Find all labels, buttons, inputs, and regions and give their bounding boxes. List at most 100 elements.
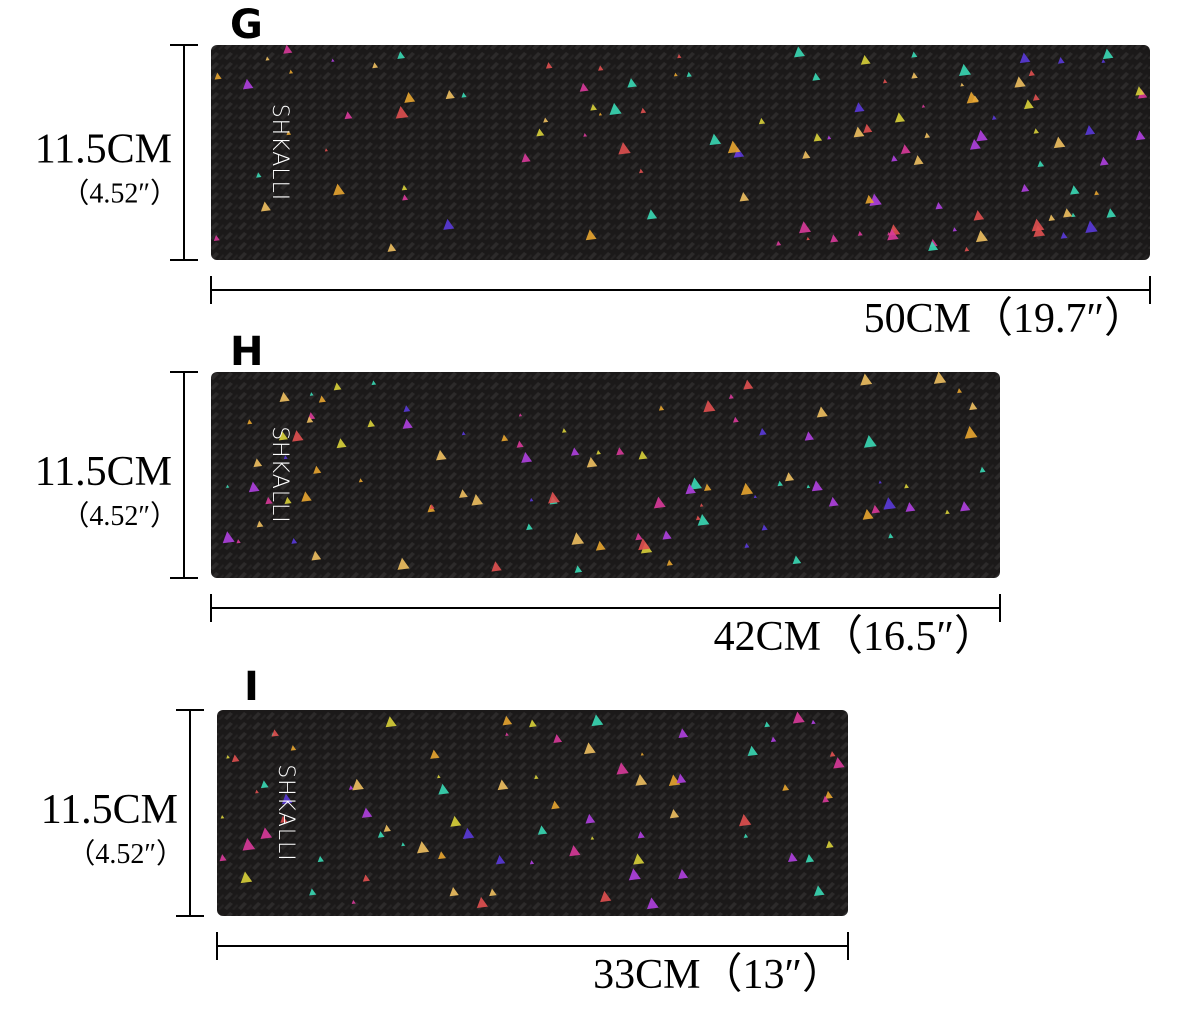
product-item: I SHKALLI 11.5CM （4.52″） 33CM（13″）	[41, 664, 849, 998]
glitter-flake	[545, 62, 553, 69]
glitter-flake	[395, 105, 409, 119]
glitter-flake	[770, 736, 777, 743]
glitter-flake	[1014, 76, 1026, 88]
glitter-flake	[260, 201, 271, 212]
glitter-flake	[653, 496, 666, 509]
glitter-flake	[283, 44, 293, 54]
glitter-flake	[793, 46, 805, 58]
glitter-flake	[792, 711, 805, 724]
glitter-flake	[318, 395, 326, 403]
glitter-flake	[1135, 130, 1146, 141]
glitter-flake	[911, 72, 918, 79]
glitter-flake	[1102, 48, 1114, 60]
glitter-flake	[598, 65, 604, 71]
product-panel	[211, 45, 1150, 260]
glitter-flake	[1085, 125, 1096, 136]
glitter-flake	[979, 466, 986, 473]
glitter-flake	[813, 885, 825, 897]
glitter-flake	[878, 480, 882, 484]
glitter-flake	[1060, 231, 1068, 239]
glitter-flake	[666, 559, 673, 566]
glitter-flake	[813, 133, 823, 142]
glitter-flake	[443, 218, 455, 230]
glitter-flake	[662, 530, 672, 540]
glitter-flake	[459, 489, 468, 498]
height-text: 11.5CM	[35, 449, 172, 495]
glitter-flake	[505, 732, 509, 736]
glitter-flake	[616, 447, 625, 456]
glitter-flake	[740, 482, 754, 496]
glitter-flake	[960, 82, 965, 87]
glitter-flake	[248, 481, 260, 493]
glitter-flake	[1037, 160, 1045, 168]
glitter-flake	[311, 550, 322, 561]
glitter-flake	[1070, 185, 1080, 195]
glitter-flake	[891, 155, 898, 162]
glitter-flake	[543, 117, 549, 123]
height-text: 11.5CM	[35, 127, 172, 173]
glitter-flake	[733, 147, 745, 158]
glitter-flake	[333, 183, 345, 196]
glitter-flake	[1085, 220, 1098, 233]
glitter-flake	[812, 72, 821, 81]
glitter-flake	[585, 813, 596, 824]
glitter-flake	[966, 91, 979, 104]
glitter-flake	[828, 496, 839, 507]
glitter-flake	[806, 484, 811, 489]
glitter-flake	[894, 112, 906, 123]
item-label: H	[230, 329, 263, 375]
glitter-flake	[695, 515, 701, 521]
glitter-flake	[743, 379, 754, 390]
glitter-flake	[646, 209, 658, 220]
glitter-flake	[571, 532, 585, 545]
glitter-flake	[1063, 208, 1073, 218]
glitter-flake	[529, 860, 535, 865]
glitter-flake	[952, 227, 957, 232]
glitter-flake	[969, 401, 978, 411]
glitter-flake	[569, 845, 581, 857]
glitter-flake	[739, 813, 752, 827]
glitter-flake	[960, 501, 971, 512]
glitter-flake	[226, 755, 230, 759]
glitter-flake	[618, 142, 631, 155]
glitter-flake	[231, 754, 240, 763]
glitter-flake	[635, 774, 648, 786]
glitter-flake	[973, 210, 985, 221]
glitter-flake	[830, 234, 839, 243]
glitter-flake	[833, 757, 845, 769]
glitter-flake	[471, 494, 484, 506]
glitter-flake	[678, 728, 689, 739]
glitter-flake	[829, 751, 836, 757]
glitter-flake	[516, 440, 524, 448]
glitter-flake	[638, 450, 648, 460]
glitter-flake	[704, 483, 712, 492]
glitter-flake	[289, 69, 294, 74]
glitter-flake	[445, 90, 455, 100]
glitter-flake	[744, 543, 750, 548]
brand-text: SHKALLI	[273, 764, 298, 862]
glitter-flake	[585, 229, 597, 241]
glitter-flake	[336, 438, 347, 449]
glitter-flake	[436, 449, 447, 461]
glitter-flake	[732, 416, 739, 423]
glitter-flake	[372, 62, 379, 69]
glitter-flake	[869, 193, 882, 206]
glitter-flake	[976, 129, 988, 142]
glitter-flake	[385, 716, 397, 728]
glitter-flake	[529, 719, 537, 728]
glitter-flake	[787, 852, 798, 863]
glitter-flake	[502, 715, 513, 726]
glitter-flake	[401, 184, 408, 191]
glitter-flake	[301, 491, 312, 502]
glitter-flake	[265, 56, 270, 61]
glitter-flake	[242, 78, 254, 90]
glitter-flake	[317, 855, 324, 863]
glitter-flake	[928, 240, 939, 251]
glitter-flake	[286, 130, 292, 136]
glitter-flake	[437, 774, 441, 779]
glitter-flake	[633, 853, 645, 865]
glitter-flake	[521, 451, 533, 463]
glitter-flake	[590, 103, 598, 111]
glitter-flake	[255, 789, 259, 794]
